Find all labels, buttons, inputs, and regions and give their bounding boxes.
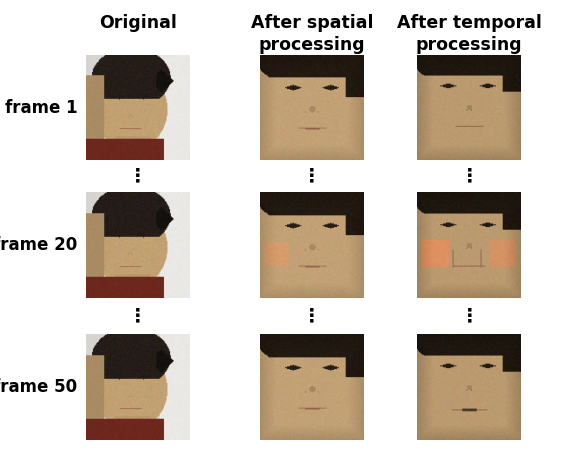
Text: ⋮: ⋮ bbox=[460, 306, 479, 326]
Text: frame 1: frame 1 bbox=[4, 98, 78, 117]
Text: ⋮: ⋮ bbox=[302, 167, 321, 186]
Text: ⋮: ⋮ bbox=[128, 306, 147, 326]
Text: frame 50: frame 50 bbox=[0, 378, 78, 396]
Text: ⋮: ⋮ bbox=[460, 167, 479, 186]
Text: Original: Original bbox=[99, 14, 176, 32]
Text: After temporal
processing: After temporal processing bbox=[397, 14, 542, 54]
Text: frame 20: frame 20 bbox=[0, 236, 78, 254]
Text: ⋮: ⋮ bbox=[128, 167, 147, 186]
Text: ⋮: ⋮ bbox=[302, 306, 321, 326]
Text: After spatial
processing: After spatial processing bbox=[251, 14, 373, 54]
